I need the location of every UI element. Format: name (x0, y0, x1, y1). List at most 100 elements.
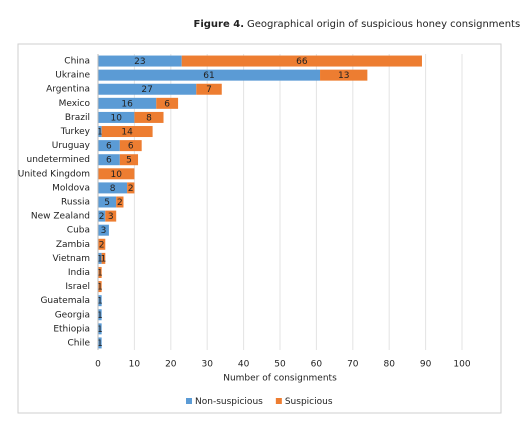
bar-segment (98, 168, 135, 180)
y-tick-label: Turkey (60, 127, 91, 137)
bar-segment (181, 55, 422, 67)
bar-segment (101, 126, 153, 138)
y-tick-label: Uruguay (52, 141, 91, 151)
data-label: 2 (99, 212, 105, 222)
bar-segment (98, 196, 117, 208)
data-label: 8 (146, 113, 152, 123)
data-label: 1 (97, 297, 103, 307)
bar-segment (127, 182, 135, 194)
x-tick-label: 80 (383, 360, 395, 370)
y-tick-label: United Kingdom (18, 169, 90, 179)
x-tick-label: 10 (129, 360, 141, 370)
data-label: 10 (110, 113, 122, 123)
bar-segment (98, 140, 120, 152)
frame (17, 43, 502, 414)
y-tick-label: Mexico (59, 99, 91, 109)
data-label: 6 (106, 142, 112, 152)
bar-segment (98, 323, 102, 335)
x-tick-label: 50 (274, 360, 286, 370)
data-label: 1 (97, 325, 103, 335)
bar-segment (98, 111, 135, 123)
data-label: 5 (104, 198, 110, 208)
legend-swatch (275, 398, 282, 404)
data-label: 23 (134, 57, 145, 67)
data-label: 6 (128, 142, 134, 152)
figure-label: Figure 4. (194, 19, 245, 30)
bar-segment (156, 97, 179, 109)
data-label: 10 (110, 170, 122, 180)
bar-segment (98, 210, 106, 222)
bar-segment (98, 337, 102, 349)
y-tick-label: New Zealand (31, 212, 90, 222)
bar-segment (98, 55, 182, 67)
x-tick-label: 40 (238, 360, 250, 370)
bar-segment (119, 154, 139, 166)
bar-segment (98, 97, 157, 109)
x-tick-label: 90 (420, 360, 432, 370)
legend-swatch (186, 398, 192, 404)
x-tick-label: 60 (311, 360, 323, 370)
data-label: 14 (121, 128, 133, 138)
bar-segment (98, 295, 102, 307)
y-tick-label: Moldova (52, 183, 90, 193)
legend-label: Suspicious (285, 397, 333, 407)
data-label: 1 (97, 339, 103, 349)
data-label: 7 (206, 85, 212, 95)
y-tick-label: Chile (67, 338, 90, 348)
bar-segment (105, 210, 117, 222)
bar-segment (98, 238, 106, 250)
bar-segment (98, 154, 120, 166)
bar-segment (98, 83, 197, 95)
bar-segment (98, 182, 128, 194)
bar-segment (98, 252, 102, 264)
bar-segment (196, 83, 222, 95)
bar-segment (98, 309, 102, 321)
data-label: 61 (203, 71, 214, 81)
x-tick-label: 20 (165, 360, 177, 370)
data-label: 8 (110, 184, 116, 194)
y-tick-label: Georgia (55, 310, 90, 320)
data-label: 1 (97, 311, 103, 321)
data-label: 5 (126, 156, 132, 166)
bar-segment (134, 111, 164, 123)
bar-segment (98, 281, 102, 293)
data-label: 1 (101, 254, 107, 264)
x-tick-label: 70 (347, 360, 359, 370)
y-tick-label: Zambia (56, 240, 90, 250)
data-label: 2 (99, 240, 105, 250)
y-tick-label: Russia (61, 198, 90, 208)
bar-segment (98, 69, 321, 81)
y-tick-label: Vietnam (52, 254, 90, 264)
data-label: 2 (128, 184, 134, 194)
bar-segment (101, 252, 106, 264)
y-tick-label: Israel (65, 282, 90, 292)
data-label: 1 (97, 254, 103, 264)
data-label: 27 (141, 85, 152, 95)
x-tick-label: 0 (95, 360, 101, 370)
y-tick-label: Ethiopia (53, 324, 90, 334)
bar-segment (98, 126, 102, 138)
data-label: 1 (97, 268, 103, 278)
legend-label: Non-suspicious (195, 397, 263, 407)
y-tick-label: Ukraine (55, 71, 90, 81)
y-tick-label: Argentina (46, 85, 90, 95)
bar-segment (320, 69, 368, 81)
y-tick-label: India (68, 268, 90, 278)
bar-segment (98, 224, 109, 236)
y-tick-label: Guatemala (40, 296, 90, 306)
data-label: 1 (97, 128, 103, 138)
y-tick-label: Cuba (67, 226, 90, 236)
data-label: 2 (117, 198, 123, 208)
bar-segment (98, 266, 102, 278)
data-label: 66 (296, 57, 308, 67)
data-label: 13 (338, 71, 349, 81)
bar-segment (116, 196, 124, 208)
y-tick-label: Brazil (65, 113, 90, 123)
x-tick-label: 100 (453, 360, 470, 370)
data-label: 16 (121, 99, 133, 109)
data-label: 1 (97, 283, 103, 293)
chart-title: Geographical origin of suspicious honey … (247, 19, 520, 30)
data-label: 3 (101, 226, 107, 236)
x-tick-label: 30 (201, 360, 213, 370)
